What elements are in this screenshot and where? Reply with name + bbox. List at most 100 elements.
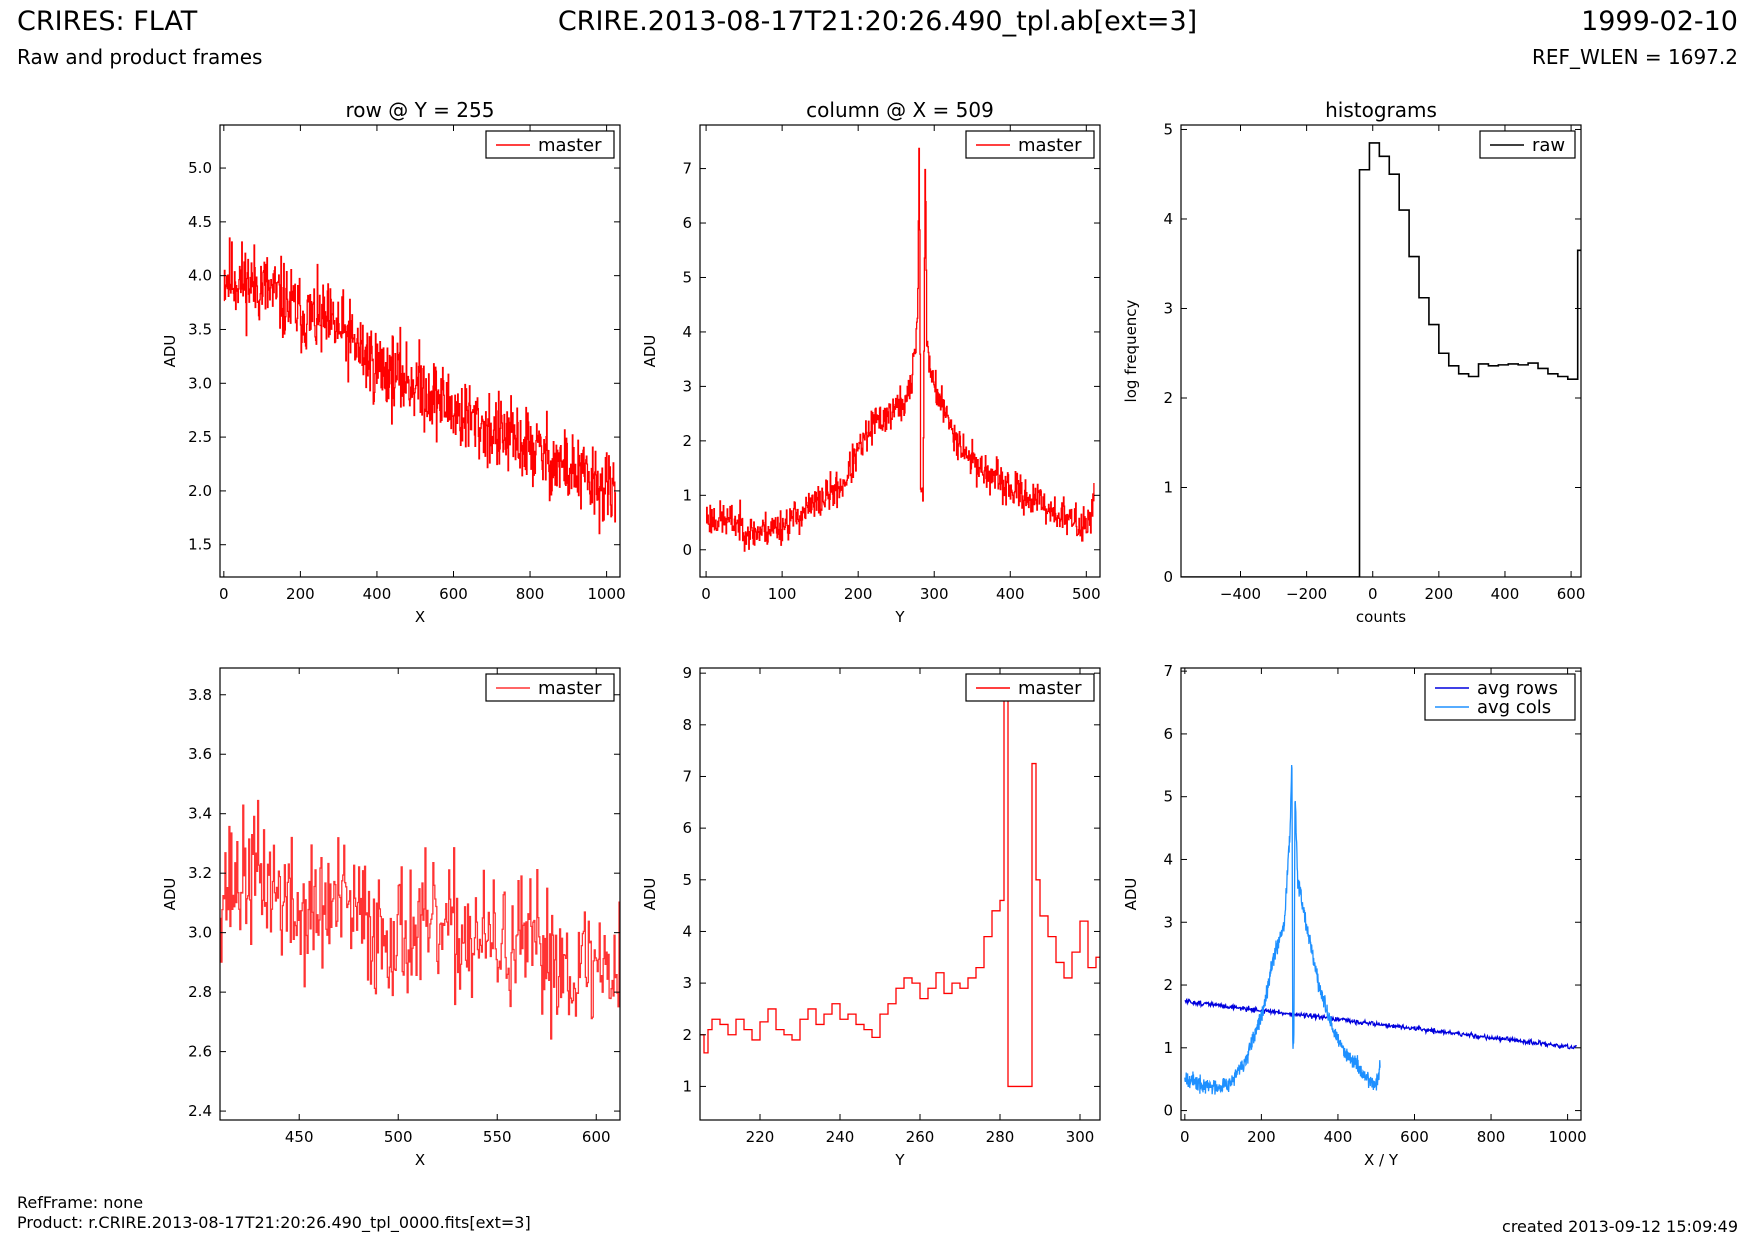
legend: master (485, 673, 615, 702)
x-tick-label: 0 (219, 585, 229, 603)
x-axis-label: Y (894, 608, 905, 626)
legend-label: avg rows (1477, 678, 1558, 699)
y-tick-label: 7 (682, 160, 692, 178)
x-tick-label: 600 (439, 585, 468, 603)
x-axis-label: Y (894, 1151, 905, 1169)
y-tick-label: 3.0 (188, 374, 212, 392)
y-tick-label: 2 (682, 1026, 692, 1044)
x-tick-label: 200 (1425, 585, 1454, 603)
x-tick-label: 100 (768, 585, 797, 603)
series-avg-cols (1184, 765, 1381, 1095)
legend: master (485, 130, 615, 159)
y-tick-label: 6 (682, 214, 692, 232)
y-axis-label: ADU (1122, 878, 1140, 911)
y-tick-label: 3 (1163, 913, 1173, 931)
series-line-avg-rows (1184, 997, 1577, 1050)
x-tick-label: 260 (906, 1128, 935, 1146)
y-tick-label: 8 (682, 716, 692, 734)
legend-box (1424, 673, 1576, 721)
legend-label: master (538, 135, 602, 156)
x-tick-label: 300 (1066, 1128, 1095, 1146)
y-tick-label: 0 (682, 541, 692, 559)
x-tick-label: 800 (1477, 1128, 1506, 1146)
x-tick-label: 1000 (588, 585, 626, 603)
x-tick-label: 600 (1400, 1128, 1429, 1146)
series-line-avg-cols (1184, 765, 1381, 1095)
y-axis-label: ADU (161, 878, 179, 911)
x-tick-label: 600 (1557, 585, 1586, 603)
ref-wavelength: REF_WLEN = 1697.2 (1531, 45, 1738, 69)
series-line-master (700, 688, 1100, 1088)
y-tick-label: 7 (1163, 662, 1173, 680)
legend-label: master (1018, 135, 1082, 156)
y-tick-label: 3.5 (188, 320, 212, 338)
y-tick-label: 4 (1163, 850, 1173, 868)
y-tick-label: 2 (1163, 976, 1173, 994)
x-tick-label: 200 (286, 585, 315, 603)
x-axis-label: X (415, 608, 425, 626)
y-tick-label: 1 (682, 1077, 692, 1095)
y-tick-label: 1 (1163, 478, 1173, 496)
axes-frame (1180, 667, 1582, 1121)
series-master (705, 147, 1095, 552)
y-tick-label: 2 (682, 432, 692, 450)
x-tick-label: 0 (1180, 1128, 1190, 1146)
series-raw (1181, 142, 1581, 577)
y-tick-label: 3 (682, 974, 692, 992)
y-tick-label: 3.2 (188, 864, 212, 882)
legend-label: master (538, 678, 602, 699)
y-tick-label: 2.5 (188, 428, 212, 446)
x-tick-label: 0 (1368, 585, 1378, 603)
ref-frame-label: RefFrame: none (17, 1193, 144, 1212)
x-tick-label: 500 (384, 1128, 413, 1146)
y-tick-label: 4.5 (188, 213, 212, 231)
y-tick-label: 7 (682, 767, 692, 785)
y-tick-label: 9 (682, 664, 692, 682)
x-tick-label: 1000 (1549, 1128, 1587, 1146)
y-tick-label: 5.0 (188, 159, 212, 177)
axes-frame (219, 124, 621, 578)
y-tick-label: 2 (1163, 389, 1173, 407)
chart-row-zoom: 450 500 550 600 2.4 2.6 2.8 3.0 3.2 3.4 3.6 3.8 X ADU… (161, 667, 621, 1169)
axes-frame (1180, 124, 1582, 578)
page-subtitle: Raw and product frames (17, 45, 263, 69)
y-tick-label: 1 (682, 486, 692, 504)
legend: raw (1479, 130, 1576, 159)
series-line-master (223, 237, 617, 535)
x-tick-label: 0 (701, 585, 711, 603)
y-axis-label: ADU (641, 335, 659, 368)
x-axis-label: X (415, 1151, 425, 1169)
legend: master (965, 673, 1095, 702)
x-tick-label: 400 (363, 585, 392, 603)
x-tick-label: 300 (920, 585, 949, 603)
legend: master (965, 130, 1095, 159)
y-tick-label: 3.0 (188, 924, 212, 942)
x-tick-label: 450 (285, 1128, 314, 1146)
y-tick-label: 4.0 (188, 267, 212, 285)
x-tick-label: −400 (1220, 585, 1261, 603)
series-master (700, 688, 1100, 1088)
y-axis-label: ADU (641, 878, 659, 911)
y-tick-label: 2.0 (188, 482, 212, 500)
series-master (223, 237, 617, 535)
y-tick-label: 4 (682, 323, 692, 341)
legend-label: master (1018, 678, 1082, 699)
chart-column-zoom: 220 240 260 280 300 1 2 3 4 5 6 7 8 9 Y ADU master (641, 664, 1101, 1169)
legend-label: raw (1532, 135, 1565, 156)
x-axis-label: X / Y (1364, 1151, 1399, 1169)
page-title: CRIRES: FLAT (17, 6, 198, 37)
y-tick-label: 3.6 (188, 745, 212, 763)
chart-row: 0 200 400 600 800 1000 1.5 2.0 2.5 3.0 3.5 4.0 4.5 5.… (161, 98, 626, 626)
product-label: Product: r.CRIRE.2013-08-17T21:20:26.490… (17, 1213, 531, 1232)
y-tick-label: 4 (682, 922, 692, 940)
chart-averages: 0 200 400 600 800 1000 0 1 2 3 4 5 6 7 X / Y ADU avg row… (1122, 662, 1587, 1169)
chart-title: histograms (1325, 98, 1437, 122)
chart-histograms: −400 −200 0 200 400 600 0 1 2 3 4 5 counts log freque… (1122, 98, 1586, 626)
y-tick-label: 5 (1163, 120, 1173, 138)
y-tick-label: 6 (1163, 725, 1173, 743)
y-axis-label: ADU (161, 335, 179, 368)
axes-frame (219, 667, 621, 1121)
observation-date: 1999-02-10 (1581, 6, 1738, 37)
